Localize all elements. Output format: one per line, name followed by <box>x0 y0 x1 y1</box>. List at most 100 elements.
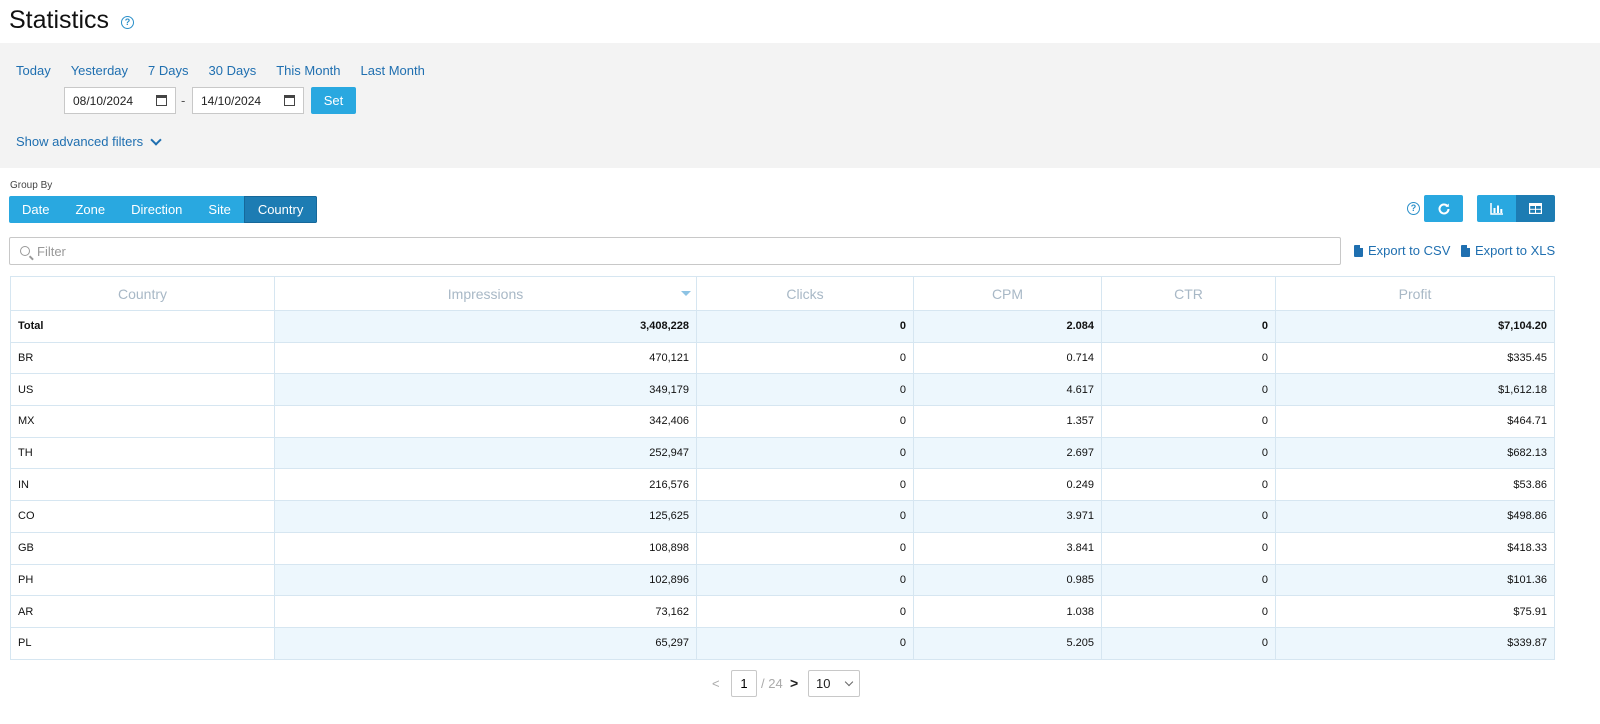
column-header-country[interactable]: Country <box>10 276 275 311</box>
table-cell: 0 <box>696 373 914 407</box>
table-cell: $7,104.20 <box>1275 310 1555 343</box>
table-cell: $53.86 <box>1275 468 1555 502</box>
date-from-input[interactable]: 08/10/2024 <box>64 87 176 114</box>
table-cell: 252,947 <box>274 436 697 470</box>
chevron-down-icon <box>150 133 162 146</box>
range-today-link[interactable]: Today <box>16 63 51 78</box>
range-30-days-link[interactable]: 30 Days <box>208 63 257 78</box>
table-cell: BR <box>10 341 275 375</box>
advanced-filters-toggle[interactable]: Show advanced filters <box>16 133 162 149</box>
table-cell: 342,406 <box>274 405 697 438</box>
table-cell: 0 <box>1101 310 1276 343</box>
table-cell: 0 <box>696 436 914 470</box>
group-by-date-button[interactable]: Date <box>9 196 63 223</box>
advanced-filters-label: Show advanced filters <box>16 134 144 149</box>
statistics-table: Country Impressions Clicks CPM CTR Profi… <box>10 276 1555 660</box>
table-cell: 1.357 <box>913 405 1102 438</box>
table-cell: 0 <box>696 405 914 438</box>
table-cell: $335.45 <box>1275 341 1555 375</box>
table-view-button[interactable] <box>1516 195 1555 222</box>
page-number-input[interactable] <box>731 670 757 697</box>
group-by-direction-button[interactable]: Direction <box>118 196 196 223</box>
csv-file-icon <box>1354 244 1363 257</box>
filter-input[interactable] <box>37 243 1340 259</box>
column-header-profit[interactable]: Profit <box>1275 276 1555 311</box>
table-row: PL 65,297 0 5.205 0 $339.87 <box>10 626 1555 660</box>
date-filter-panel: Today Yesterday 7 Days 30 Days This Mont… <box>0 43 1600 168</box>
table-cell: $498.86 <box>1275 500 1555 533</box>
date-to-input[interactable]: 14/10/2024 <box>192 87 304 114</box>
refresh-icon <box>1438 202 1449 214</box>
table-cell: PL <box>10 626 275 660</box>
table-cell: 0 <box>1101 531 1276 565</box>
filter-box <box>9 237 1341 265</box>
date-range-separator: - <box>181 93 186 108</box>
table-cell: 73,162 <box>274 595 697 628</box>
group-by-country-button[interactable]: Country <box>243 196 318 223</box>
table-cell: 0 <box>1101 436 1276 470</box>
table-cell: 0 <box>696 626 914 660</box>
chart-view-button[interactable] <box>1477 195 1516 222</box>
range-yesterday-link[interactable]: Yesterday <box>70 63 129 78</box>
range-this-month-link[interactable]: This Month <box>276 63 341 78</box>
group-by-buttons: Date Zone Direction Site Country <box>9 196 318 223</box>
table-cell: 3,408,228 <box>274 310 697 343</box>
table-cell: 102,896 <box>274 563 697 597</box>
help-icon[interactable]: ? <box>121 16 134 29</box>
table-cell: 0 <box>1101 373 1276 407</box>
total-row: Total 3,408,228 0 2.084 0 $7,104.20 <box>10 310 1555 343</box>
table-cell: 216,576 <box>274 468 697 502</box>
table-cell: 2.084 <box>913 310 1102 343</box>
table-cell: 108,898 <box>274 531 697 565</box>
column-header-impressions[interactable]: Impressions <box>274 276 697 311</box>
table-cell: $339.87 <box>1275 626 1555 660</box>
view-mode-toggle <box>1477 195 1555 222</box>
calendar-icon[interactable] <box>156 95 167 106</box>
table-cell: 3.841 <box>913 531 1102 565</box>
xls-file-icon <box>1461 244 1470 257</box>
set-date-button[interactable]: Set <box>311 87 356 114</box>
group-by-site-button[interactable]: Site <box>195 196 244 223</box>
group-by-zone-button[interactable]: Zone <box>62 196 119 223</box>
table-row: TH 252,947 0 2.697 0 $682.13 <box>10 436 1555 470</box>
table-row: IN 216,576 0 0.249 0 $53.86 <box>10 468 1555 502</box>
export-csv-link[interactable]: Export to CSV <box>1354 243 1450 258</box>
group-by-label: Group By <box>10 180 53 191</box>
sort-desc-icon <box>681 291 691 296</box>
table-cell: 0.985 <box>913 563 1102 597</box>
table-cell: 5.205 <box>913 626 1102 660</box>
table-cell: 0 <box>696 310 914 343</box>
next-page-button[interactable]: > <box>790 675 799 691</box>
range-7-days-link[interactable]: 7 Days <box>148 63 189 78</box>
table-cell: 349,179 <box>274 373 697 407</box>
table-cell: 4.617 <box>913 373 1102 407</box>
table-row: GB 108,898 0 3.841 0 $418.33 <box>10 531 1555 565</box>
table-cell: 0 <box>696 500 914 533</box>
table-cell: 0 <box>1101 595 1276 628</box>
page-total: / 24 <box>761 676 783 691</box>
page-size-select[interactable]: 10 <box>808 670 860 697</box>
table-cell: 0 <box>1101 626 1276 660</box>
table-cell: 0 <box>696 595 914 628</box>
table-cell: 1.038 <box>913 595 1102 628</box>
prev-page-button[interactable]: < <box>712 676 720 691</box>
table-cell: 0 <box>1101 405 1276 438</box>
export-xls-link[interactable]: Export to XLS <box>1461 243 1555 258</box>
refresh-button[interactable] <box>1424 195 1463 222</box>
table-cell: 0 <box>696 563 914 597</box>
table-cell: $418.33 <box>1275 531 1555 565</box>
column-header-ctr[interactable]: CTR <box>1101 276 1276 311</box>
table-cell: $682.13 <box>1275 436 1555 470</box>
pagination: < / 24 > 10 <box>0 670 1600 697</box>
table-cell: IN <box>10 468 275 502</box>
table-row: AR 73,162 0 1.038 0 $75.91 <box>10 595 1555 628</box>
table-cell: PH <box>10 563 275 597</box>
table-cell: $75.91 <box>1275 595 1555 628</box>
column-header-clicks[interactable]: Clicks <box>696 276 914 311</box>
column-header-cpm[interactable]: CPM <box>913 276 1102 311</box>
date-from-value: 08/10/2024 <box>73 93 134 108</box>
range-last-month-link[interactable]: Last Month <box>360 63 425 78</box>
table-cell: TH <box>10 436 275 470</box>
help-icon[interactable]: ? <box>1407 202 1420 215</box>
calendar-icon[interactable] <box>284 95 295 106</box>
